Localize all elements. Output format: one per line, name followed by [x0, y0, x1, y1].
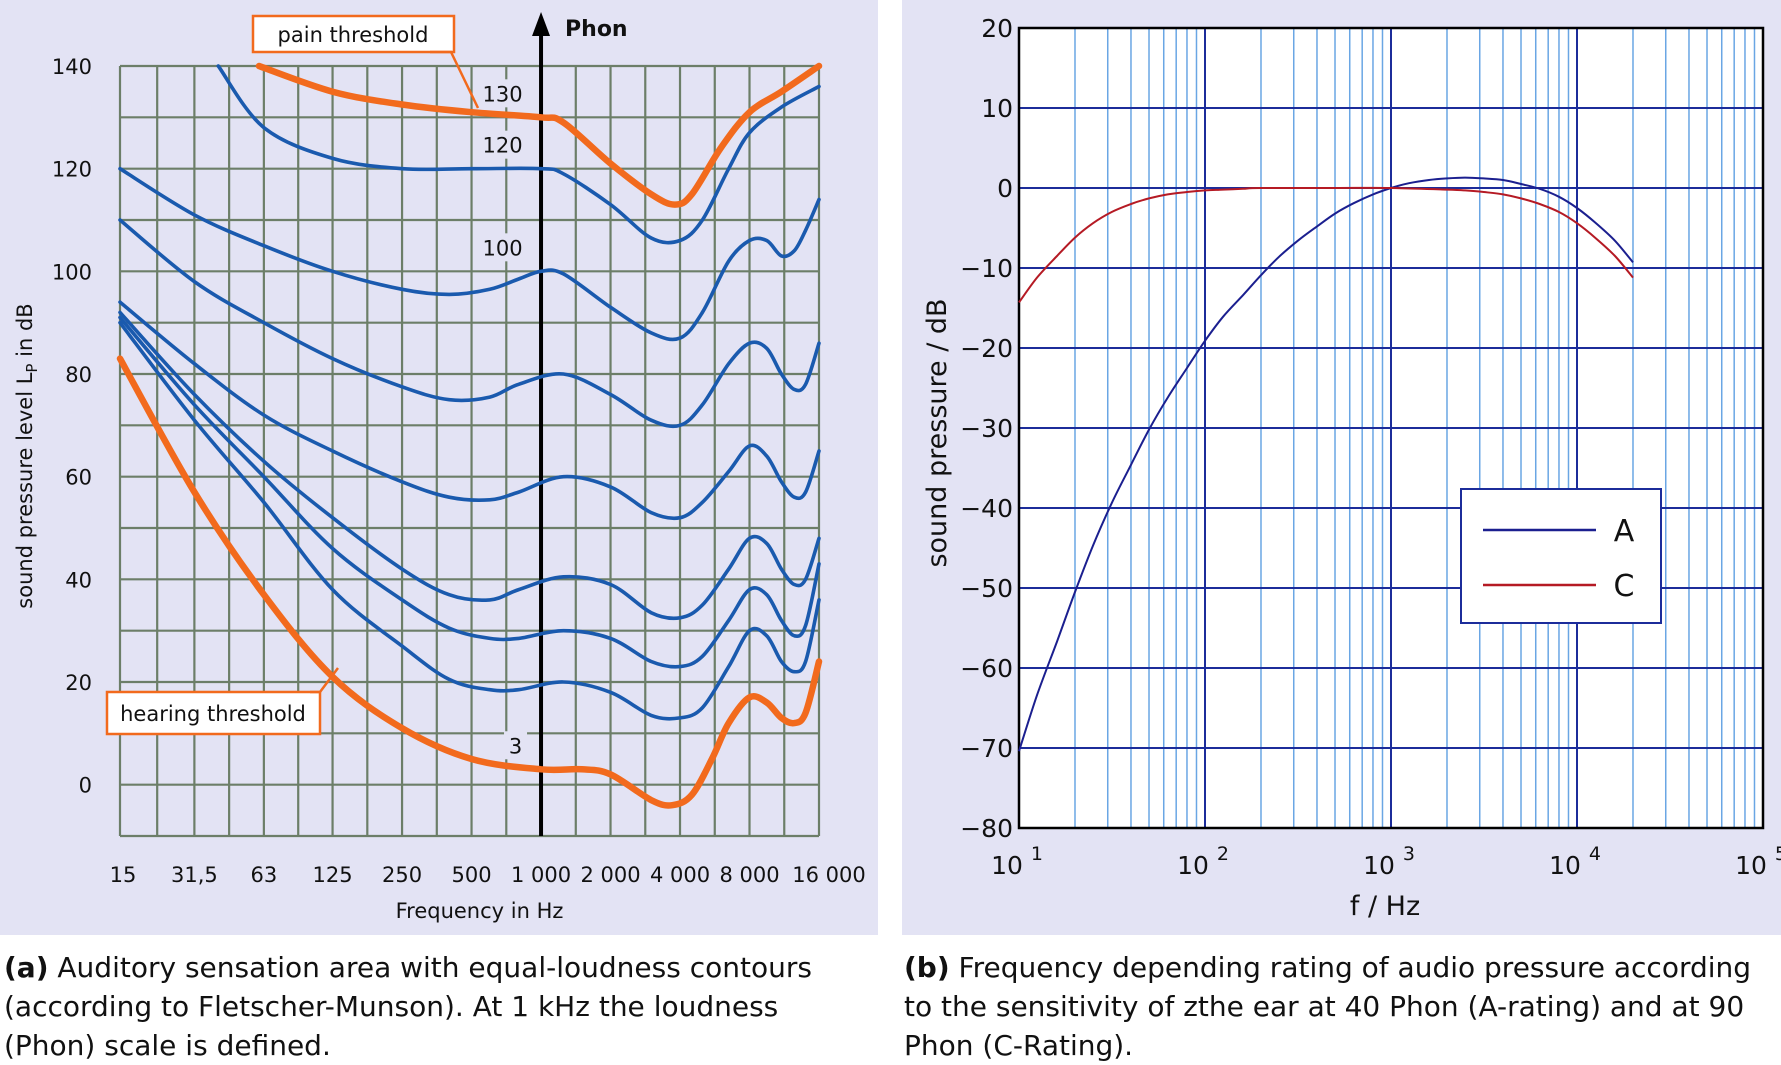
legend-label-A: A — [1614, 514, 1635, 549]
x-tick-exp: 4 — [1589, 843, 1601, 865]
x-tick-base: 10 — [1735, 851, 1775, 880]
phon-label-bg — [478, 233, 528, 262]
caption-b-text: Frequency depending rating of audio pres… — [904, 951, 1752, 1062]
phon-axis-arrow — [532, 12, 551, 36]
x-tick-exp: 1 — [1031, 843, 1043, 865]
y-tick-label: −10 — [960, 254, 1013, 283]
y-tick-label: 80 — [65, 363, 92, 387]
y-tick-label: 0 — [997, 174, 1013, 203]
x-tick-label: 500 — [451, 863, 491, 887]
x-tick-label: 250 — [382, 863, 422, 887]
x-tick-label: 31,5 — [171, 863, 218, 887]
x-tick-label: 1 000 — [511, 863, 571, 887]
caption-a-text: Auditory sensation area with equal-loudn… — [4, 951, 812, 1062]
curve-contour-100 — [118, 166, 821, 342]
callout-pain-text: pain threshold — [278, 23, 429, 47]
x-tick-base: 10 — [1363, 851, 1403, 880]
y-tick-label: −30 — [960, 414, 1013, 443]
x-tick-label: 10 5 — [1735, 843, 1781, 880]
phon-label-130: 130 — [482, 82, 522, 106]
curve-pain-130 — [255, 62, 823, 208]
x-tick-base: 10 — [991, 851, 1031, 880]
phon-label-120: 120 — [482, 134, 522, 158]
curve-contour-60 — [118, 300, 821, 521]
y-tick-label: 10 — [981, 94, 1013, 123]
x-tick-exp: 2 — [1217, 843, 1229, 865]
y-axis-label: sound pressure level LP in dB — [13, 303, 41, 608]
x-tick-label: 125 — [313, 863, 353, 887]
x-tick-exp: 5 — [1775, 843, 1781, 865]
x-tick-label: 2 000 — [580, 863, 640, 887]
y-tick-label: 140 — [52, 55, 92, 79]
curve-contour-120 — [216, 64, 821, 245]
y-tick-label: 60 — [65, 466, 92, 490]
curve-A — [1018, 176, 1634, 752]
chart-b-legend: AC — [1460, 488, 1662, 624]
x-tick-label: 8 000 — [719, 863, 779, 887]
y-axis-label: sound pressure / dB — [922, 298, 953, 567]
curve-contour-40 — [118, 310, 821, 621]
x-tick-label: 15 — [110, 863, 137, 887]
curve-contour-unlabeled — [118, 315, 821, 669]
callout-pain-box — [251, 14, 456, 54]
x-axis-label: f / Hz — [1350, 891, 1420, 922]
y-tick-label: 120 — [52, 158, 92, 182]
y-axis-label-tail: in dB — [13, 303, 37, 363]
callout-pain-leader — [430, 50, 480, 109]
curve-hearing-3 — [116, 355, 823, 809]
y-tick-label: −50 — [960, 574, 1013, 603]
x-tick-label: 4 000 — [650, 863, 710, 887]
phon-label-bg — [504, 731, 528, 760]
curve-contour-80 — [118, 218, 821, 429]
x-tick-label: 63 — [251, 863, 278, 887]
chart-b-grid — [1019, 27, 1763, 829]
y-axis-label-main: sound pressure level L — [13, 372, 37, 608]
y-tick-label: −40 — [960, 494, 1013, 523]
y-tick-label: 0 — [79, 774, 92, 798]
caption-a: (a) Auditory sensation area with equal-l… — [4, 948, 872, 1065]
y-tick-label: 100 — [52, 260, 92, 284]
x-tick-exp: 3 — [1403, 843, 1415, 865]
legend-box — [1460, 488, 1662, 624]
caption-a-label: (a) — [4, 951, 49, 984]
chart-a-equal-loudness: 0 20 40 60 80 100 120 140 15 31,5 63 125 250 500 1 000… — [13, 12, 866, 923]
phon-label-100: 100 — [482, 236, 522, 260]
y-tick-label: −60 — [960, 654, 1013, 683]
curve-C — [1018, 186, 1634, 303]
curve-contour-20 — [118, 320, 821, 721]
caption-b: (b) Frequency depending rating of audio … — [904, 948, 1776, 1065]
phon-label-bg — [478, 79, 528, 108]
x-tick-label: 10 1 — [991, 843, 1043, 880]
y-tick-label: 20 — [65, 671, 92, 695]
x-tick-label: 10 4 — [1549, 843, 1601, 880]
y-tick-label: −80 — [960, 814, 1013, 843]
callout-hearing-leader — [310, 667, 339, 694]
phon-label-3: 3 — [509, 734, 522, 758]
chart-b-panel: 20 10 0 −10 −20 −30 −40 −50 −60 −70 −80 10 1 10 2 10 … — [902, 0, 1781, 935]
x-tick-label: 10 2 — [1177, 843, 1229, 880]
callout-hearing-box — [105, 690, 322, 736]
chart-b-curves — [1018, 176, 1634, 752]
x-tick-label: 16 000 — [792, 863, 865, 887]
chart-a-panel: 0 20 40 60 80 100 120 140 15 31,5 63 125 250 500 1 000… — [0, 0, 878, 935]
x-tick-base: 10 — [1177, 851, 1217, 880]
phon-label-bg — [478, 130, 528, 159]
x-tick-base: 10 — [1549, 851, 1589, 880]
y-tick-label: 40 — [65, 568, 92, 592]
callout-hearing-text: hearing threshold — [120, 702, 306, 726]
caption-b-label: (b) — [904, 951, 950, 984]
phon-axis-label: Phon — [565, 17, 628, 42]
y-tick-label: −70 — [960, 734, 1013, 763]
y-tick-label: 20 — [981, 14, 1013, 43]
y-tick-label: −20 — [960, 334, 1013, 363]
x-axis-label: Frequency in Hz — [396, 899, 564, 923]
x-tick-label: 10 3 — [1363, 843, 1415, 880]
y-axis-label-sub: P — [23, 364, 41, 373]
chart-b-frame — [1017, 26, 1765, 830]
legend-label-C: C — [1614, 569, 1635, 604]
chart-a-curves — [116, 62, 823, 809]
